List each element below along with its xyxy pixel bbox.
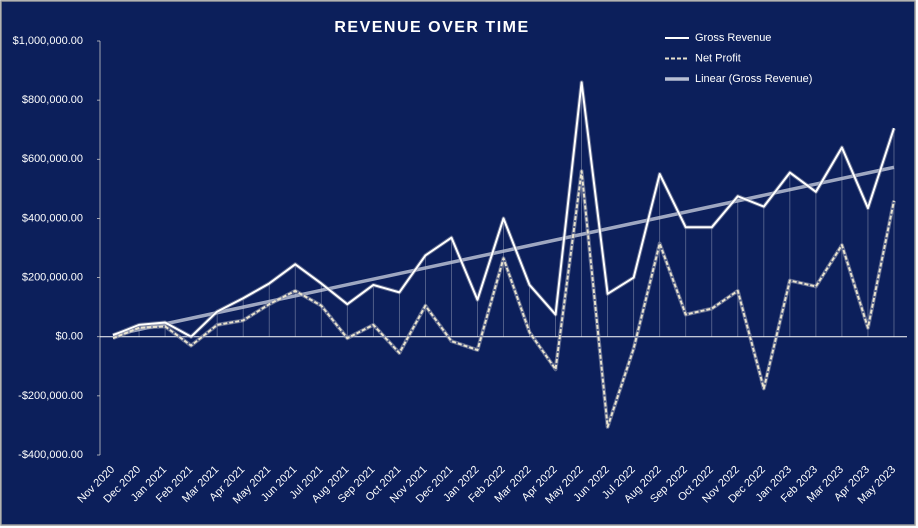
legend-label: Net Profit <box>695 52 741 64</box>
y-tick-label: $600,000.00 <box>22 153 83 165</box>
y-tick-label: $800,000.00 <box>22 94 83 106</box>
series-line <box>112 170 895 428</box>
trendline <box>112 165 895 337</box>
y-tick-label: $1,000,000.00 <box>13 35 83 47</box>
y-tick-label: -$400,000.00 <box>18 449 83 461</box>
series-line <box>112 81 895 338</box>
y-tick-label: -$200,000.00 <box>18 390 83 402</box>
y-tick-label: $400,000.00 <box>22 212 83 224</box>
y-tick-label: $200,000.00 <box>22 271 83 283</box>
y-tick-label: $0.00 <box>55 331 83 343</box>
legend-label: Linear (Gross Revenue) <box>695 73 812 85</box>
legend-label: Gross Revenue <box>695 32 771 44</box>
chart-title: REVENUE OVER TIME <box>334 19 529 36</box>
